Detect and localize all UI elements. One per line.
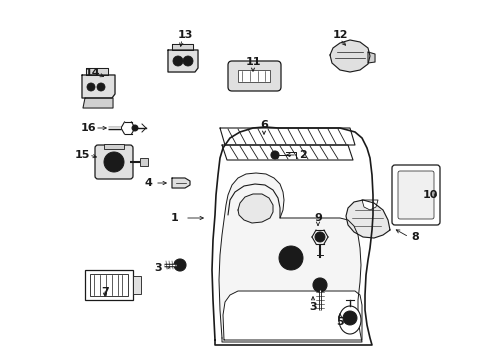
FancyBboxPatch shape [95, 145, 133, 179]
Circle shape [97, 83, 105, 91]
FancyBboxPatch shape [227, 61, 281, 91]
Bar [90, 274, 128, 296]
Text: 15: 15 [74, 150, 89, 160]
Polygon shape [168, 50, 198, 72]
Text: 1: 1 [171, 213, 179, 223]
Polygon shape [346, 200, 389, 238]
Text: 13: 13 [177, 30, 192, 40]
FancyBboxPatch shape [391, 165, 439, 225]
Text: 7: 7 [101, 287, 109, 297]
Circle shape [109, 157, 119, 167]
Polygon shape [83, 98, 113, 108]
Polygon shape [219, 173, 361, 342]
Text: 2: 2 [299, 150, 306, 160]
Text: 3: 3 [154, 263, 162, 273]
Circle shape [87, 83, 95, 91]
Polygon shape [172, 178, 190, 188]
Polygon shape [82, 75, 115, 98]
Text: 16: 16 [80, 123, 96, 133]
Circle shape [174, 259, 185, 271]
Bar [238, 70, 269, 82]
Text: 6: 6 [260, 120, 267, 130]
Text: 8: 8 [410, 232, 418, 242]
Text: 11: 11 [245, 57, 260, 67]
Text: 4: 4 [144, 178, 152, 188]
Bar [104, 144, 124, 149]
Bar [85, 270, 133, 300]
Text: 14: 14 [85, 68, 101, 78]
Polygon shape [222, 145, 352, 160]
Text: 5: 5 [336, 317, 343, 327]
Circle shape [183, 56, 193, 66]
FancyBboxPatch shape [397, 171, 433, 219]
Polygon shape [220, 128, 354, 145]
Circle shape [314, 232, 325, 242]
Circle shape [342, 311, 356, 325]
Circle shape [279, 246, 303, 270]
Circle shape [173, 56, 183, 66]
Ellipse shape [338, 306, 360, 334]
Polygon shape [329, 40, 369, 72]
Polygon shape [172, 44, 193, 50]
Polygon shape [223, 291, 361, 340]
Circle shape [104, 152, 124, 172]
Circle shape [312, 278, 326, 292]
Text: 10: 10 [422, 190, 437, 200]
Circle shape [132, 125, 138, 131]
Polygon shape [86, 68, 108, 75]
Polygon shape [238, 194, 272, 223]
Polygon shape [361, 200, 377, 210]
Polygon shape [212, 127, 372, 345]
Bar [140, 158, 148, 166]
Polygon shape [367, 52, 374, 63]
Text: 3: 3 [308, 302, 316, 312]
Text: 12: 12 [331, 30, 347, 40]
Bar [133, 276, 141, 294]
Circle shape [270, 151, 279, 159]
Text: 9: 9 [313, 213, 321, 223]
